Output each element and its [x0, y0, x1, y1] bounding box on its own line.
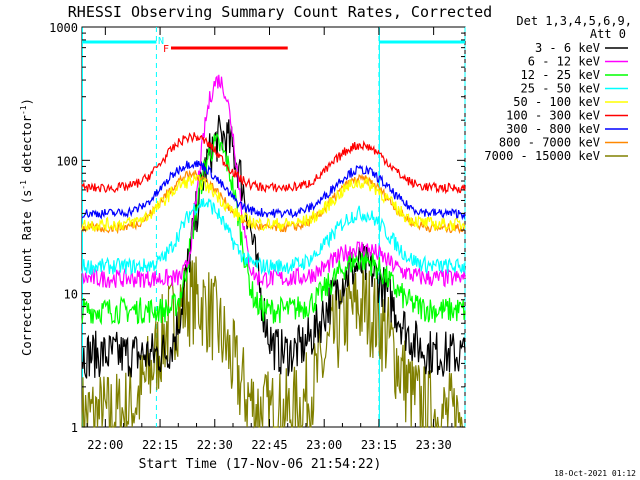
annotations-layer: N F: [82, 36, 465, 55]
x-axis: 22:00 22:15 22:30 22:45 23:00 23:15 23:30: [86, 27, 453, 452]
series-line-0: [81, 114, 466, 379]
legend-label: 800 - 7000 keV: [499, 136, 600, 150]
legend-label: 300 - 800 keV: [506, 122, 600, 136]
series-line-4: [81, 173, 466, 233]
legend-label: 100 - 300 keV: [506, 109, 600, 123]
x-tick-label: 23:00: [306, 438, 342, 452]
x-tick-label: 23:15: [361, 438, 397, 452]
x-tick-label: 22:15: [142, 438, 178, 452]
y-axis-label: Corrected Count Rate (s-1 detector-1): [19, 98, 34, 356]
chart-title: RHESSI Observing Summary Count Rates, Co…: [68, 3, 492, 21]
legend-label: 7000 - 15000 keV: [484, 149, 600, 163]
plot-area: N F: [81, 26, 466, 429]
series-line-6: [81, 160, 466, 221]
legend-header-line1: Det 1,3,4,5,6,9,: [516, 14, 632, 28]
series-line-5: [81, 132, 466, 195]
series-line-8: [81, 256, 465, 429]
x-tick-label: 23:30: [416, 438, 452, 452]
legend-label: 6 - 12 keV: [528, 55, 600, 69]
series-line-2: [81, 132, 466, 326]
series-layer: [81, 74, 466, 429]
legend-label: 12 - 25 keV: [521, 68, 600, 82]
legend-header-line2: Att 0: [590, 27, 626, 41]
legend-label: 3 - 6 keV: [535, 41, 600, 55]
legend-label: 25 - 50 keV: [521, 82, 600, 96]
flare-label: F: [163, 44, 169, 55]
y-tick-label: 1: [71, 421, 78, 435]
timestamp: 18-Oct-2021 01:12: [554, 469, 636, 478]
x-tick-label: 22:00: [87, 438, 123, 452]
y-tick-label: 10: [64, 288, 78, 302]
legend-label: 50 - 100 keV: [513, 95, 600, 109]
series-line-3: [81, 198, 466, 277]
night-label: N: [158, 36, 164, 47]
y-tick-label: 100: [56, 154, 78, 168]
y-tick-label: 1000: [49, 21, 78, 35]
x-axis-label: Start Time (17-Nov-06 21:54:22): [139, 457, 382, 472]
x-tick-label: 22:45: [251, 438, 287, 452]
x-tick-label: 22:30: [197, 438, 233, 452]
series-line-1: [81, 74, 466, 289]
y-axis: 1 10 100 1000: [49, 21, 465, 435]
